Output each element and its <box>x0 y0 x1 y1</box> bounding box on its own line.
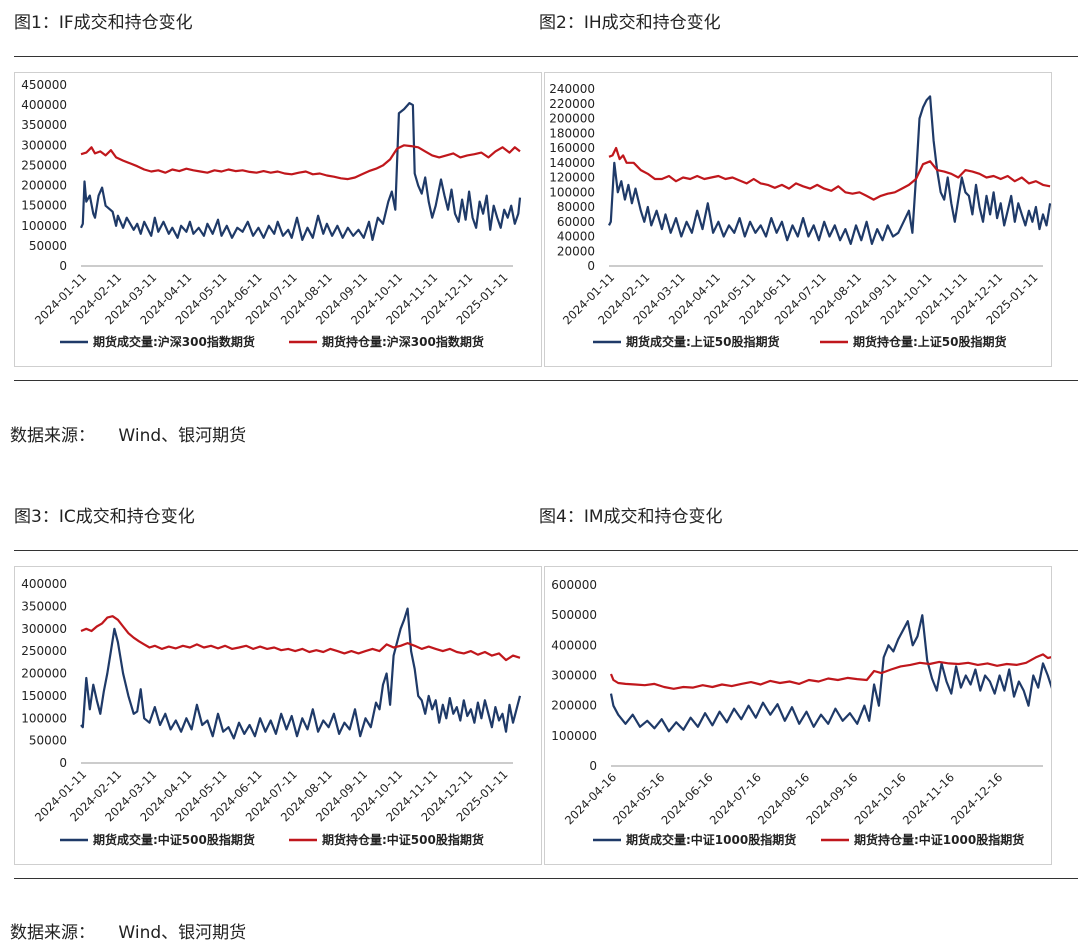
y-tick-label: 50000 <box>29 239 67 253</box>
y-tick-label: 500000 <box>551 608 597 622</box>
legend-label: 期货成交量:上证50股指期货 <box>626 334 780 349</box>
chart-panel-if: 0 50000 100000 150000 200000 250000 300000 3500… <box>14 72 542 367</box>
source-value: Wind、银河期货 <box>118 923 247 943</box>
y-tick-label: 100000 <box>21 219 67 233</box>
chart-ic-volume-open-interest: 0 50000 100000 150000 200000 250000 300000 3500… <box>21 577 522 847</box>
series-line-open-interest <box>80 144 521 181</box>
y-tick-label: 150000 <box>21 689 67 703</box>
legend-label: 期货持仓量:沪深300指数期货 <box>322 334 484 349</box>
y-tick-label: 240000 <box>549 82 595 96</box>
y-tick-label: 140000 <box>549 156 595 170</box>
data-source-1: 数据来源： Wind、银河期货 <box>10 421 264 446</box>
bottom-rule-2 <box>14 878 1078 879</box>
y-tick-label: 300000 <box>21 138 67 152</box>
legend-label: 期货成交量:沪深300指数期货 <box>93 334 255 349</box>
y-tick-label: 600000 <box>551 578 597 592</box>
y-tick-label: 200000 <box>551 699 597 713</box>
y-tick-label: 300000 <box>21 622 67 636</box>
y-tick-label: 160000 <box>549 141 595 155</box>
y-tick-label: 0 <box>59 756 67 770</box>
chart-ih-volume-open-interest: 0200004000060000800001000001200001400001… <box>549 82 1051 349</box>
legend-label: 期货持仓量:中证1000股指期货 <box>854 832 1024 847</box>
chart-im-volume-open-interest: 0 100000 200000 300000 400000 500000 600000 202… <box>551 578 1051 847</box>
y-tick-label: 100000 <box>21 711 67 725</box>
series-line-open-interest <box>609 653 1051 690</box>
series-line-volume <box>608 95 1051 245</box>
chart-panel-im: 0 100000 200000 300000 400000 500000 600000 202… <box>544 566 1052 865</box>
series-line-volume <box>609 614 1051 733</box>
source-value: Wind、银河期货 <box>118 426 247 446</box>
y-tick-label: 200000 <box>21 667 67 681</box>
legend-label: 期货持仓量:中证500股指期货 <box>322 832 484 847</box>
top-rule-2 <box>14 550 1078 551</box>
y-tick-label: 120000 <box>549 171 595 185</box>
x-tick-label: 2024-12-16 <box>948 770 1005 827</box>
bottom-rule-1 <box>14 380 1078 381</box>
source-label: 数据来源： <box>10 923 95 943</box>
series-line-volume <box>79 102 522 241</box>
y-tick-label: 400000 <box>21 577 67 591</box>
y-tick-label: 350000 <box>21 118 67 132</box>
series-line-volume <box>80 607 522 740</box>
figure-4-title: 图4：IM成交和持仓变化 <box>539 507 723 527</box>
y-tick-label: 50000 <box>29 734 67 748</box>
top-rule-1 <box>14 56 1078 57</box>
legend-label: 期货成交量:中证1000股指期货 <box>626 832 796 847</box>
source-label: 数据来源： <box>10 426 95 446</box>
y-tick-label: 150000 <box>21 199 67 213</box>
y-tick-label: 60000 <box>557 215 595 229</box>
y-tick-label: 350000 <box>21 599 67 613</box>
y-tick-label: 80000 <box>557 200 595 214</box>
figure-1-title: 图1：IF成交和持仓变化 <box>14 13 193 33</box>
legend-label: 期货成交量:中证500股指期货 <box>93 832 255 847</box>
y-tick-label: 200000 <box>21 179 67 193</box>
y-tick-label: 100000 <box>551 729 597 743</box>
y-tick-label: 400000 <box>551 638 597 652</box>
y-tick-label: 100000 <box>549 185 595 199</box>
y-tick-label: 0 <box>589 759 597 773</box>
chart-panel-ic: 0 50000 100000 150000 200000 250000 300000 3500… <box>14 566 542 865</box>
y-tick-label: 0 <box>587 259 595 273</box>
figure-3-title: 图3：IC成交和持仓变化 <box>14 507 195 527</box>
y-tick-label: 300000 <box>551 669 597 683</box>
y-tick-label: 220000 <box>549 97 595 111</box>
series-line-open-interest <box>80 615 521 662</box>
data-source-2: 数据来源： Wind、银河期货 <box>10 918 264 943</box>
y-tick-label: 0 <box>59 259 67 273</box>
chart-if-volume-open-interest: 0 50000 100000 150000 200000 250000 300000 3500… <box>21 78 522 349</box>
y-tick-label: 200000 <box>549 112 595 126</box>
y-tick-label: 400000 <box>21 98 67 112</box>
figure-2-title: 图2：IH成交和持仓变化 <box>539 13 721 33</box>
y-tick-label: 40000 <box>557 230 595 244</box>
y-tick-label: 250000 <box>21 644 67 658</box>
chart-panel-ih: 0 20000 40000 60000 80000 100000 120000 140000 1… <box>544 72 1052 367</box>
y-tick-label: 450000 <box>21 78 67 92</box>
series-line-open-interest <box>608 146 1051 201</box>
y-tick-label: 20000 <box>557 244 595 258</box>
y-tick-label: 250000 <box>21 158 67 172</box>
legend-label: 期货持仓量:上证50股指期货 <box>853 334 1007 349</box>
y-tick-label: 180000 <box>549 126 595 140</box>
